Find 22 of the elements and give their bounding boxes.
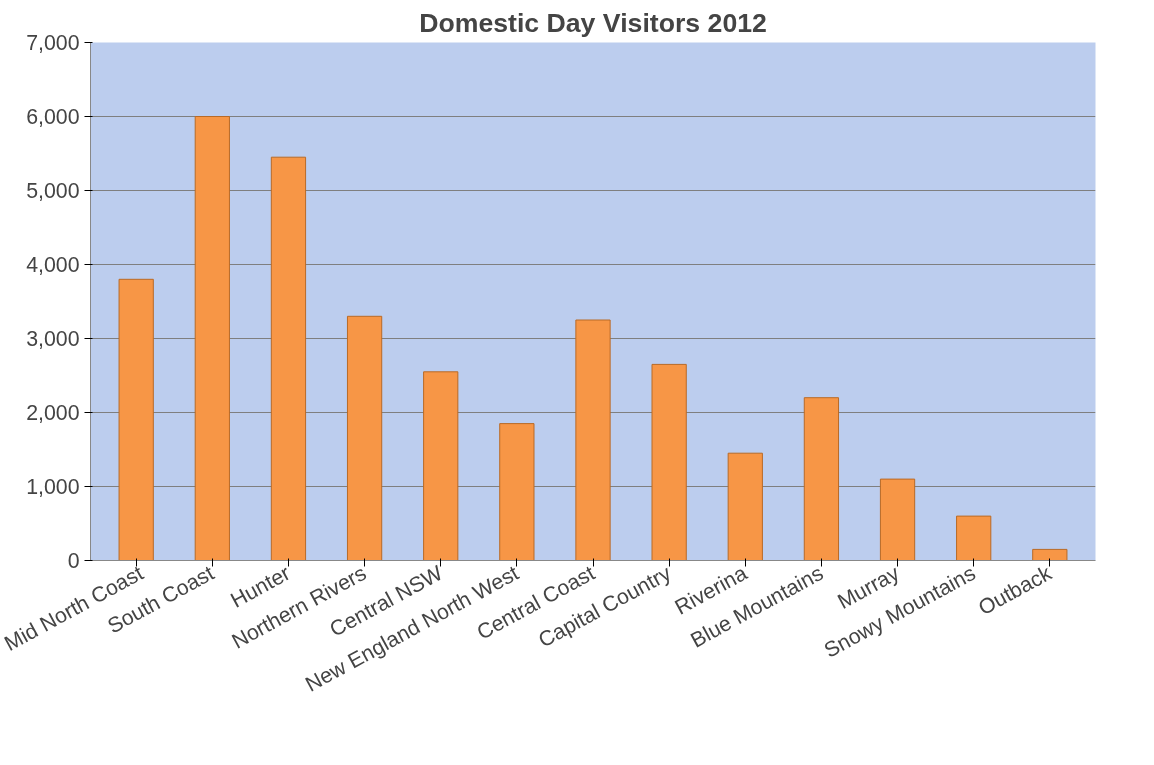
bar: [499, 423, 535, 561]
bar: [1032, 548, 1068, 561]
y-tick-label: 0: [67, 549, 80, 573]
bar: [803, 397, 840, 561]
bar: [270, 156, 307, 561]
y-tick-label: 2,000: [26, 401, 80, 425]
bar: [651, 363, 687, 561]
bar: [956, 515, 992, 561]
chart-title: Domestic Day Visitors 2012: [419, 7, 767, 38]
y-tick-label: 6,000: [26, 105, 80, 129]
y-tick-label: 3,000: [26, 327, 80, 351]
bar: [194, 116, 230, 561]
y-tick-label: 4,000: [26, 253, 80, 277]
bar: [346, 315, 383, 561]
y-tick-label: 5,000: [26, 179, 80, 203]
bar: [575, 319, 611, 561]
bar: [423, 371, 459, 561]
bar: [727, 452, 763, 561]
y-tick-label: 1,000: [26, 475, 80, 499]
bar: [118, 278, 154, 561]
y-tick-label: 7,000: [26, 31, 80, 55]
bar: [879, 478, 916, 561]
